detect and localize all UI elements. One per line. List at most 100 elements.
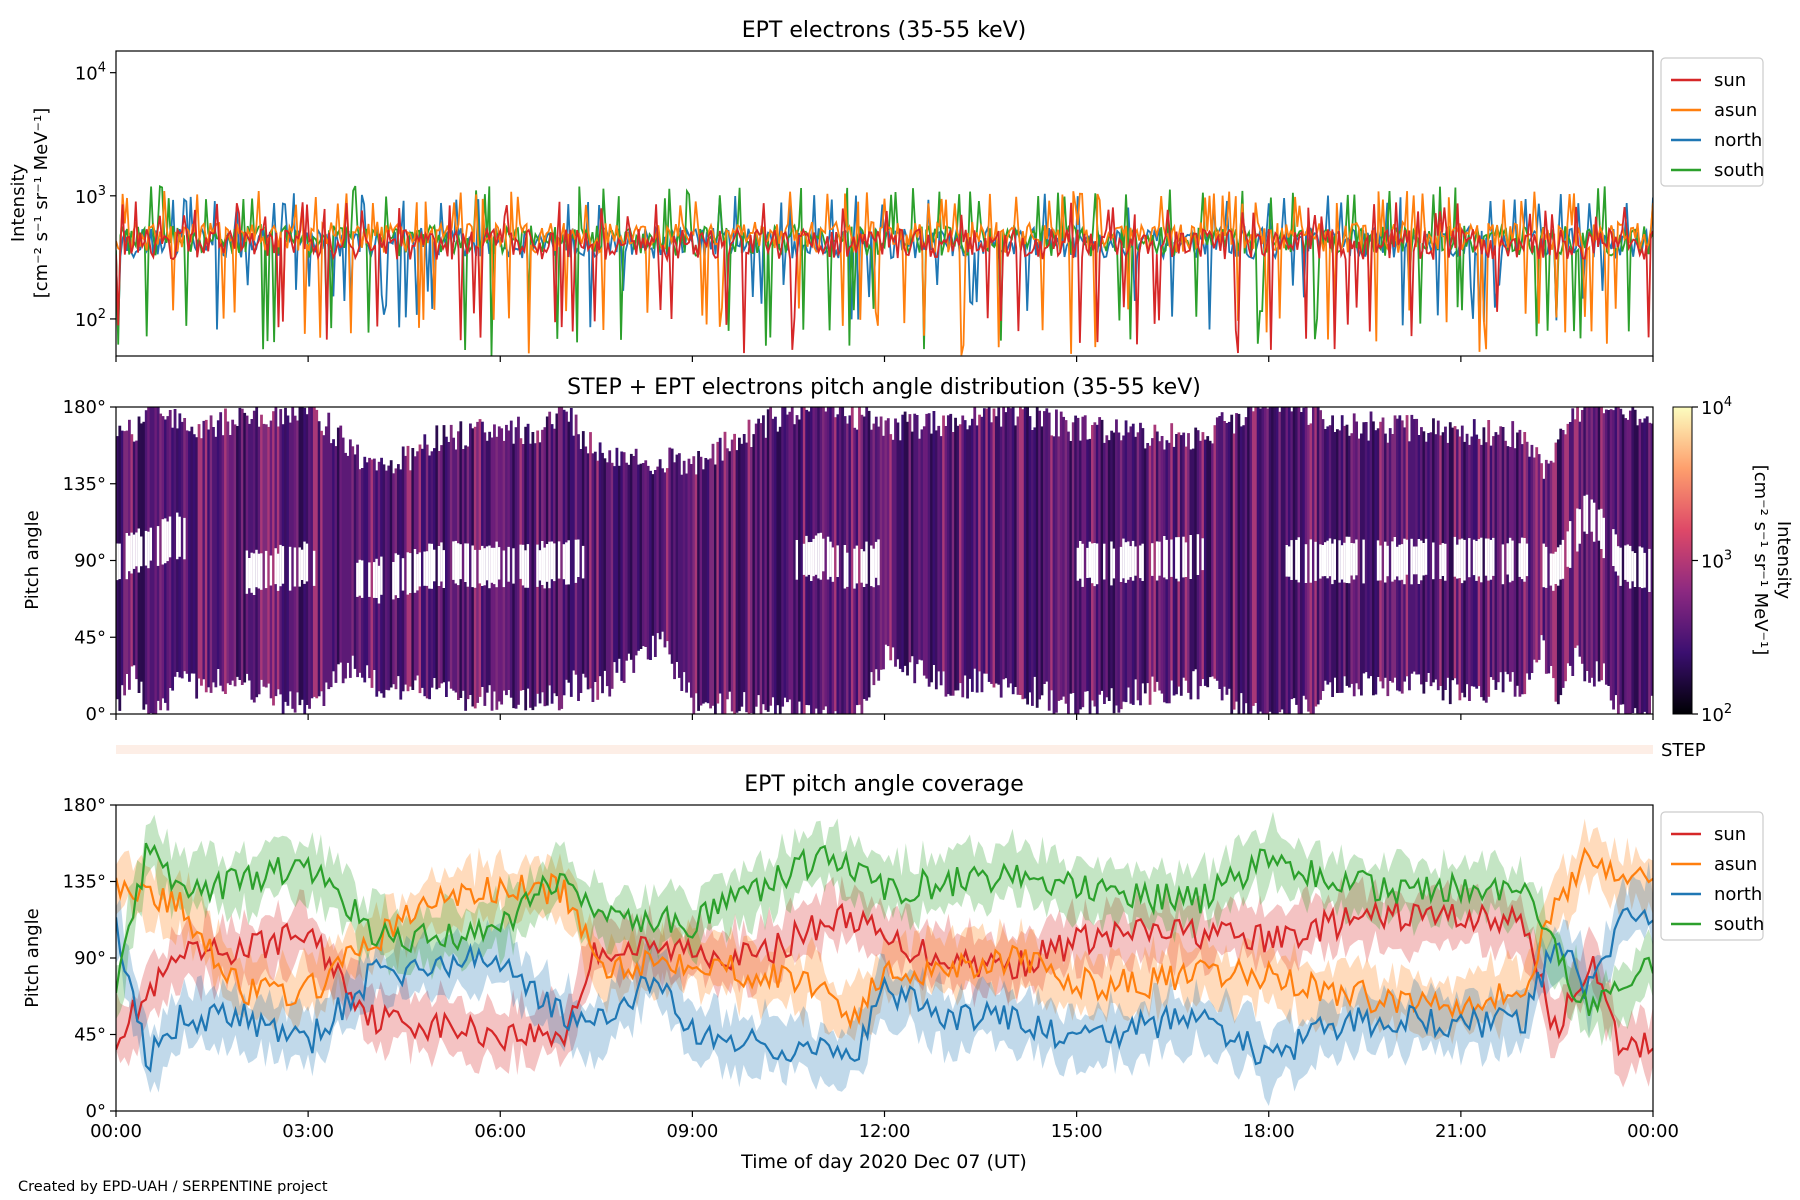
pad-column [1242,425,1246,714]
pad-column [930,433,933,683]
pad-column [1597,407,1601,682]
panel-intensity: EPT electrons (35-55 keV) 102 103 104 Inte… [8,18,1764,362]
pad-column [272,411,275,706]
pad-column [1609,409,1613,701]
pad-gap [870,545,873,587]
x-tick-label: 21:00 [1435,1121,1487,1142]
pad-column [942,415,945,672]
pad-column [632,456,636,673]
pad-column [740,443,744,707]
pad-gap [312,550,316,586]
pad-gap [252,553,256,595]
pad-column [180,421,184,679]
pad-column [687,458,691,683]
log-tick-label: 104 [1701,395,1732,419]
pad-column [1335,429,1339,693]
pad-column [1059,411,1063,700]
pad-gap [164,518,167,564]
pad-column [315,409,319,699]
pad-column [1496,434,1500,683]
pad-column [500,428,504,705]
pad-column [1299,412,1303,714]
pad-column [987,407,991,682]
pad-column [841,407,845,714]
pad-column [243,412,247,683]
pad-column [982,408,986,674]
pad-column [1292,407,1296,699]
pad-column [334,446,338,683]
pad-gap [288,546,292,591]
pad-gap [1158,541,1162,576]
pad-column [1064,420,1068,704]
pad-column [1047,412,1051,711]
pad-gap [1412,546,1416,575]
pad-gap [1170,539,1174,577]
pad-column [946,415,950,695]
pad-gap [1093,543,1097,587]
panel1-y-ticks: 102 103 104 [75,61,116,331]
pad-column [262,423,266,687]
log-tick-label: 103 [75,184,106,208]
pad-column [363,456,367,683]
pad-column [476,421,480,703]
pad-column [1261,407,1265,714]
pad-gap [1410,538,1414,585]
pad-gap [1616,546,1620,576]
legend-box [1660,57,1764,187]
pad-column [1465,433,1469,685]
pad-gap [1559,544,1563,580]
pad-column [1225,423,1229,695]
pad-column [445,436,448,697]
panel1-series-group [116,184,1653,356]
pad-gap [1112,548,1116,579]
pad-gap [1201,538,1205,571]
x-tick-label: 09:00 [666,1121,718,1142]
pad-gap [557,541,561,579]
pad-gap [358,559,362,596]
pad-column [310,407,314,699]
pad-gap [1463,539,1467,581]
pad-column [214,436,218,688]
pad-column [615,447,619,673]
pad-gap [1379,545,1383,581]
pad-gap [430,543,434,589]
pad-gap [1355,539,1359,576]
pad-gap [276,553,280,591]
pad-column [195,437,199,699]
pad-gap [1453,536,1457,577]
pad-gap [1415,546,1419,575]
pad-column [1408,441,1411,691]
pad-column [1074,415,1078,714]
pad-gap [454,540,458,584]
pad-column [384,470,388,690]
pad-column [605,462,609,687]
panel2-ylabel: Pitch angle [22,510,43,609]
legend-box [1660,811,1764,941]
pad-column [1098,417,1102,695]
x-tick-label: 00:00 [1627,1121,1679,1142]
pad-column [1033,427,1037,677]
pad-gap [485,546,489,581]
pad-column [800,407,804,714]
x-tick-label: 03:00 [282,1121,334,1142]
pad-gap [473,549,477,588]
pad-gap [1624,545,1627,580]
pad-gap [442,550,446,588]
coverage-series-north [116,907,1653,1073]
pad-gap [822,538,825,572]
pad-gap [1326,540,1330,579]
pad-column [891,439,895,648]
coverage-series-south [116,842,1653,1016]
pad-column [286,415,290,706]
pad-gap [1297,537,1301,583]
pad-column [1004,412,1008,679]
pad-gap [1139,545,1142,579]
pad-column [207,429,211,688]
step-strip [116,745,1653,754]
pad-column [1218,416,1222,689]
pad-gap [1472,539,1476,576]
y-tick-label: 135° [63,474,106,495]
pad-column [1014,425,1017,687]
pad-column [1043,411,1046,684]
pad-column [344,452,347,679]
